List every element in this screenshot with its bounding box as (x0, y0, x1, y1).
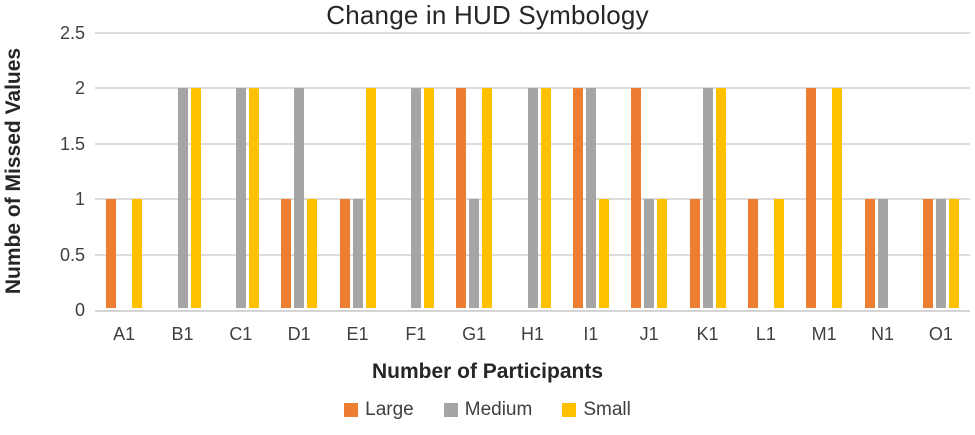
x-tick-label: I1 (583, 324, 599, 344)
chart-title: Change in HUD Symbology (326, 0, 649, 30)
bar-j1-small (657, 199, 668, 308)
bar-i1-medium (585, 88, 596, 308)
gridline (95, 87, 970, 90)
bar-k1-small (715, 88, 726, 308)
legend-label: Large (365, 399, 414, 420)
x-tick-label: N1 (870, 324, 894, 344)
bar-b1-small (190, 88, 201, 308)
bar-d1-small (307, 199, 318, 308)
plot-area (95, 32, 970, 312)
bar-h1-small (540, 88, 551, 308)
y-tick-label: 1.5 (59, 133, 85, 154)
x-tick-label: G1 (462, 324, 487, 344)
gridline (95, 32, 970, 34)
bar-l1-small (773, 199, 784, 308)
bar-m1-small (832, 88, 843, 308)
x-tick-label: D1 (287, 324, 311, 344)
bar-k1-medium (702, 88, 713, 308)
x-tick-label: J1 (639, 324, 659, 344)
x-tick-label: A1 (113, 324, 136, 344)
bar-f1-medium (410, 88, 421, 308)
bar-d1-large (281, 199, 292, 308)
legend-label: Small (583, 399, 631, 420)
y-tick-label: 2 (74, 78, 85, 99)
x-tick-label: L1 (755, 324, 776, 344)
bar-o1-medium (935, 199, 946, 308)
bar-e1-medium (352, 199, 363, 308)
bar-h1-medium (527, 88, 538, 308)
bar-g1-large (456, 88, 467, 308)
y-tick-label: 0 (74, 300, 85, 320)
x-tick-label: F1 (405, 324, 427, 344)
bar-g1-medium (469, 199, 480, 308)
x-tick-label: B1 (171, 324, 194, 344)
x-tick-label: H1 (520, 324, 544, 344)
legend-label: Medium (464, 399, 533, 420)
bar-j1-large (631, 88, 642, 308)
bar-i1-large (572, 88, 583, 308)
bar-i1-small (598, 199, 609, 308)
gridline (95, 310, 970, 312)
x-tick-label: O1 (928, 324, 953, 344)
bar-a1-large (106, 199, 117, 308)
y-tick-label: 1 (74, 189, 85, 210)
bar-a1-small (132, 199, 143, 308)
bar-f1-small (423, 88, 434, 308)
x-tick-label: C1 (229, 324, 253, 344)
legend-item-medium: Medium (443, 399, 533, 421)
bar-l1-large (747, 199, 758, 308)
legend-item-small: Small (562, 399, 631, 421)
bar-o1-large (922, 199, 933, 308)
bar-g1-small (482, 88, 493, 308)
legend: Large Medium Small (0, 399, 975, 421)
bar-o1-small (948, 199, 959, 308)
bar-e1-small (365, 88, 376, 308)
legend-swatch-icon (562, 403, 577, 417)
bar-m1-large (806, 88, 817, 308)
bar-c1-small (248, 88, 259, 308)
bar-k1-large (689, 199, 700, 308)
legend-swatch-icon (344, 403, 359, 417)
y-tick-label: 2.5 (59, 23, 85, 43)
x-tick-label: E1 (346, 324, 369, 344)
bar-n1-large (864, 199, 875, 308)
legend-swatch-icon (443, 403, 458, 417)
x-axis-ticks: A1 B1 C1 D1 E1 F1 G1 H1 I1 J1 K1 L1 M1 N1 O1 (95, 324, 970, 348)
bar-j1-medium (644, 199, 655, 308)
x-tick-label: M1 (811, 324, 837, 344)
bar-c1-medium (235, 88, 246, 308)
bar-d1-medium (294, 88, 305, 308)
x-axis-title: Number of Participants (371, 360, 604, 383)
bar-n1-medium (877, 199, 888, 308)
bar-b1-medium (177, 88, 188, 308)
x-tick-label: K1 (696, 324, 719, 344)
bar-e1-large (339, 199, 350, 308)
legend-item-large: Large (344, 399, 414, 421)
y-tick-label: 0.5 (59, 244, 85, 265)
